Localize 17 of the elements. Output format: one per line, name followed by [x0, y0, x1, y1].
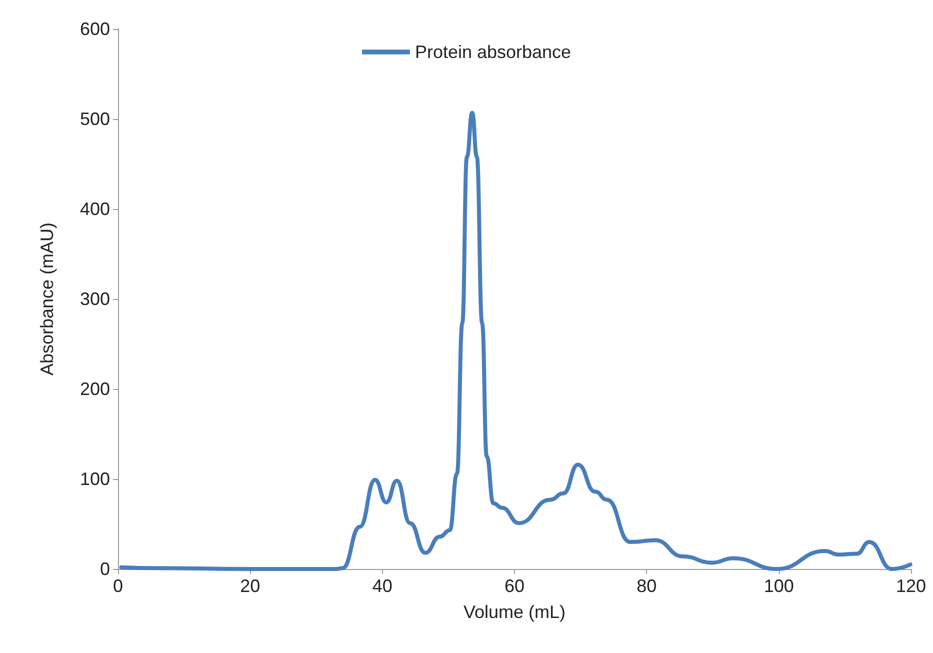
y-tick-label: 600 — [80, 19, 110, 39]
y-tick-label: 100 — [80, 469, 110, 489]
y-tick-label: 300 — [80, 289, 110, 309]
x-tick-label: 60 — [504, 576, 525, 596]
x-tick-label: 120 — [896, 576, 926, 596]
x-tick-label: 20 — [240, 576, 260, 596]
y-tick-label: 500 — [80, 109, 110, 129]
x-tick-label: 80 — [636, 576, 657, 596]
x-tick-label: 100 — [764, 576, 794, 596]
x-tick-label: 0 — [112, 576, 124, 596]
x-axis-title: Volume (mL) — [463, 602, 566, 622]
x-tick-label: 40 — [372, 576, 392, 596]
y-tick-label: 200 — [80, 379, 110, 399]
y-tick-label: 400 — [80, 199, 110, 219]
legend-label: Protein absorbance — [414, 42, 572, 62]
y-tick-label: 0 — [100, 559, 110, 579]
y-axis-title: Absorbance (mAU) — [37, 222, 57, 376]
